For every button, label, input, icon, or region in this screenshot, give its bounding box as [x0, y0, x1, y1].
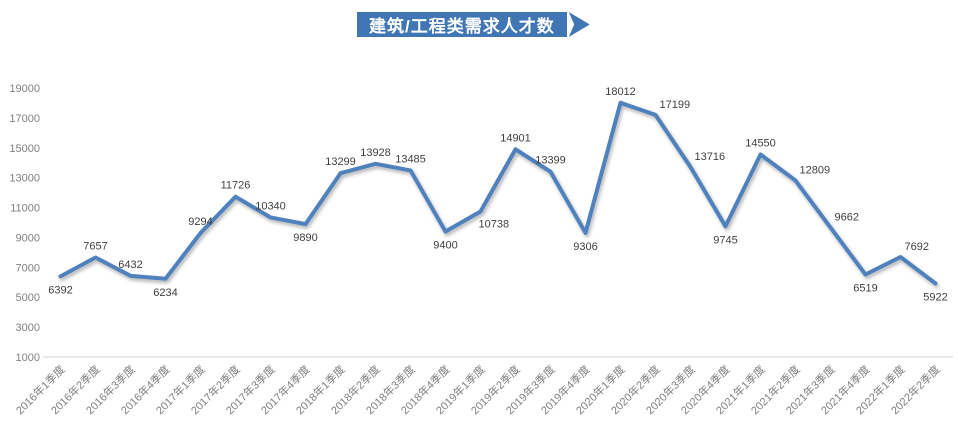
data-point-label: 10340	[255, 200, 286, 212]
chart-title-background: 建筑/工程类需求人才数	[357, 12, 567, 37]
y-axis-tick-label: 11000	[10, 203, 40, 215]
data-point-label: 9400	[433, 239, 457, 251]
data-point-label: 14550	[745, 138, 776, 150]
data-point-label: 11726	[221, 180, 251, 192]
data-point-label: 9306	[573, 241, 597, 253]
y-axis-tick-label: 13000	[9, 173, 40, 185]
chart-title-banner: 建筑/工程类需求人才数	[357, 12, 590, 37]
data-point-label: 6432	[118, 259, 142, 271]
data-point-label: 5922	[923, 291, 947, 303]
data-point-label: 12809	[800, 165, 831, 177]
data-point-label: 6392	[48, 284, 72, 296]
data-point-label: 7692	[905, 241, 929, 253]
data-point-label: 9890	[293, 232, 317, 244]
data-point-label: 13299	[325, 156, 356, 168]
data-point-label: 9745	[713, 234, 737, 246]
y-axis-tick-label: 7000	[16, 262, 40, 274]
data-series-line	[58, 100, 938, 286]
data-point-label: 6519	[853, 283, 877, 295]
y-axis-tick-label: 3000	[16, 322, 40, 334]
data-point-label: 9294	[188, 216, 212, 228]
data-point-label: 10738	[479, 218, 510, 230]
y-axis-tick-label: 17000	[9, 113, 40, 125]
data-point-label: 13399	[535, 155, 566, 167]
data-point-label: 13485	[395, 153, 426, 165]
y-axis-tick-label: 19000	[9, 83, 40, 95]
y-axis-tick-label: 9000	[16, 232, 40, 244]
data-point-label: 9662	[835, 212, 859, 224]
data-point-label: 13716	[695, 151, 726, 163]
y-axis-tick-label: 1000	[16, 352, 40, 364]
data-point-label: 13928	[360, 147, 391, 159]
data-point-label: 14901	[500, 132, 531, 144]
data-point-label: 6234	[153, 287, 177, 299]
chart-title: 建筑/工程类需求人才数	[369, 17, 555, 36]
y-axis-tick-label: 15000	[9, 143, 40, 155]
data-point-label: 17199	[660, 99, 691, 111]
y-axis-tick-label: 5000	[16, 292, 40, 304]
data-point-label: 7657	[83, 241, 107, 253]
data-point-label: 18012	[605, 86, 636, 98]
